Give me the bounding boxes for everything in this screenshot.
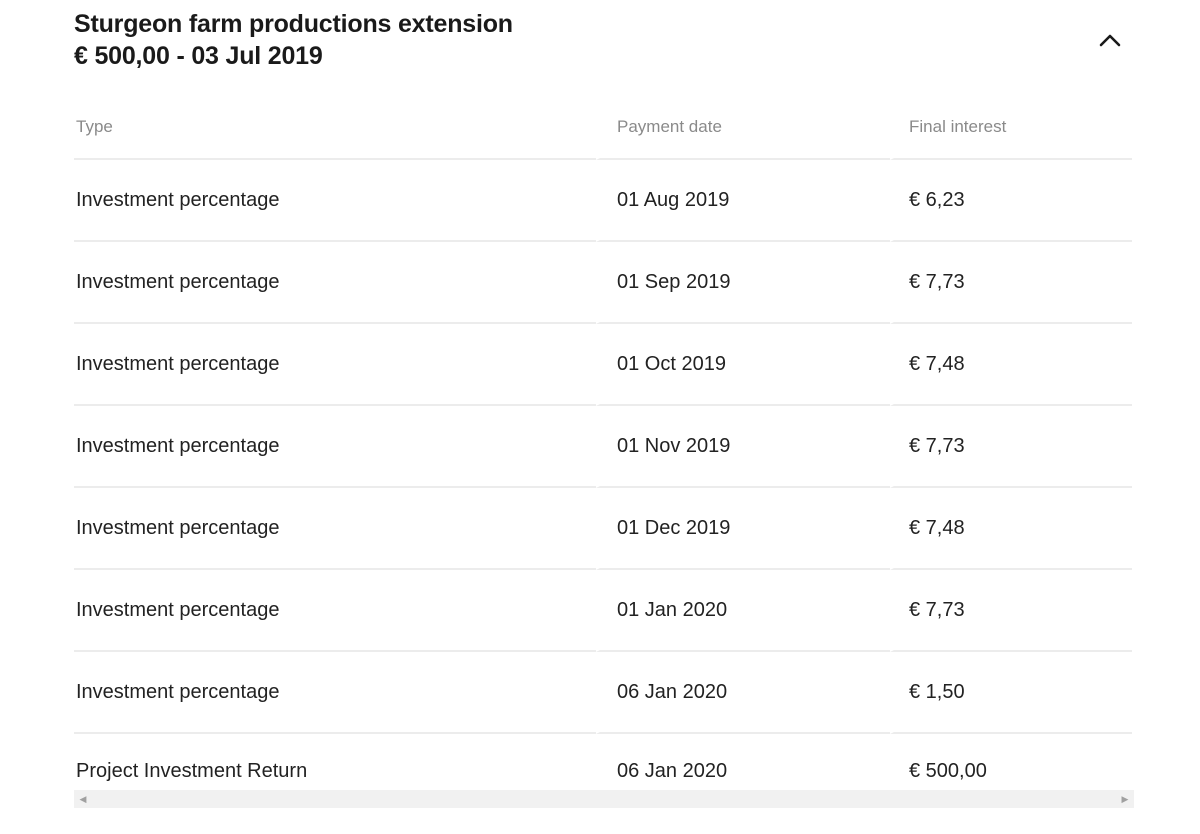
chevron-up-icon — [1099, 34, 1121, 47]
table-row: Investment percentage 06 Jan 2020 € 1,50 — [74, 652, 1132, 734]
investment-amount-date: € 500,00 - 03 Jul 2019 — [74, 42, 323, 70]
table-row: Project Investment Return 06 Jan 2020 € … — [74, 734, 1132, 788]
scroll-left-arrow-icon[interactable]: ◀ — [79, 793, 87, 804]
cell-payment-date: 01 Sep 2019 — [596, 242, 890, 324]
table-row: Investment percentage 01 Oct 2019 € 7,48 — [74, 324, 1132, 406]
table-row: Investment percentage 01 Jan 2020 € 7,73 — [74, 570, 1132, 652]
cell-final-interest: € 6,23 — [890, 160, 1132, 242]
cell-payment-date: 06 Jan 2020 — [596, 652, 890, 734]
cell-type: Investment percentage — [74, 406, 596, 488]
investment-header: Sturgeon farm productions extension € 50… — [74, 6, 1134, 78]
column-header-type: Type — [74, 96, 596, 160]
cell-type: Project Investment Return — [76, 759, 308, 782]
cell-final-interest: € 7,73 — [890, 242, 1132, 324]
table-header-row: Type Payment date Final interest — [74, 96, 1132, 160]
scrollbar-track[interactable] — [92, 792, 1116, 806]
cell-payment-date: 01 Oct 2019 — [596, 324, 890, 406]
cell-type: Investment percentage — [74, 324, 596, 406]
cell-payment-date: 01 Aug 2019 — [596, 160, 890, 242]
table-row: Investment percentage 01 Nov 2019 € 7,73 — [74, 406, 1132, 488]
cell-final-interest: € 7,48 — [890, 488, 1132, 570]
column-header-payment-date: Payment date — [596, 96, 890, 160]
collapse-button[interactable] — [1092, 22, 1128, 58]
cell-payment-date: 06 Jan 2020 — [596, 734, 890, 788]
cell-payment-date: 01 Jan 2020 — [596, 570, 890, 652]
payments-table-container[interactable]: Type Payment date Final interest Investm… — [74, 96, 1134, 788]
cell-type: Investment percentage — [74, 652, 596, 734]
column-header-final-interest: Final interest — [890, 96, 1132, 160]
cell-type: Investment percentage — [74, 570, 596, 652]
cell-final-interest: € 500,00 — [890, 734, 1132, 788]
cell-final-interest: € 1,50 — [890, 652, 1132, 734]
cell-type: Investment percentage — [74, 488, 596, 570]
cell-type: Investment percentage — [74, 160, 596, 242]
cell-final-interest: € 7,73 — [890, 570, 1132, 652]
payments-table: Type Payment date Final interest Investm… — [74, 96, 1132, 788]
table-row: Investment percentage 01 Sep 2019 € 7,73 — [74, 242, 1132, 324]
cell-type: Investment percentage — [74, 242, 596, 324]
project-title: Sturgeon farm productions extension — [74, 10, 513, 38]
cell-final-interest: € 7,73 — [890, 406, 1132, 488]
cell-payment-date: 01 Dec 2019 — [596, 488, 890, 570]
cell-payment-date: 01 Nov 2019 — [596, 406, 890, 488]
table-row: Investment percentage 01 Aug 2019 € 6,23 — [74, 160, 1132, 242]
table-row: Investment percentage 01 Dec 2019 € 7,48 — [74, 488, 1132, 570]
cell-final-interest: € 7,48 — [890, 324, 1132, 406]
scroll-right-arrow-icon[interactable]: ▶ — [1121, 793, 1129, 804]
horizontal-scrollbar[interactable]: ◀ ▶ — [74, 790, 1134, 808]
